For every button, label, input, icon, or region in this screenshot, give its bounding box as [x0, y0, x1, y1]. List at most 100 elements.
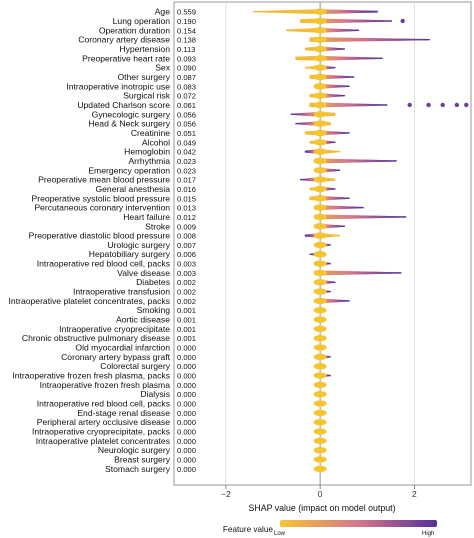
shap-point-cluster [313, 45, 327, 53]
feature-label: Preoperative mean blood pressure [38, 175, 170, 185]
shap-point [260, 10, 264, 13]
shap-point [344, 197, 347, 200]
shap-point [345, 206, 348, 209]
shap-point [344, 271, 348, 275]
shap-point [400, 38, 403, 41]
shap-point [332, 9, 335, 14]
feature-row-points [313, 241, 331, 249]
shap-point [350, 10, 353, 14]
feature-label: Updated Charlson score [77, 100, 170, 110]
shap-point [311, 28, 315, 33]
shap-point [336, 205, 340, 210]
shap-point [328, 262, 331, 265]
shap-point [341, 103, 345, 107]
shap-point [341, 215, 344, 219]
shap-point [340, 48, 344, 50]
shap-point [329, 131, 333, 135]
feature-label: Preoperative diastolic blood pressure [29, 231, 171, 241]
feature-label: Dialysis [140, 389, 170, 399]
shap-point [328, 270, 332, 276]
shap-point [392, 160, 396, 162]
feature-label: Stomach surgery [105, 464, 171, 474]
shap-point [328, 150, 331, 154]
shap-point [367, 103, 370, 107]
shap-point [328, 121, 331, 126]
shap-point [382, 38, 386, 41]
shap-point [357, 103, 361, 107]
feature-row-points [313, 83, 350, 90]
shap-point [328, 214, 332, 220]
shap-point [371, 38, 375, 42]
feature-row-points [290, 111, 336, 118]
shap-point [343, 9, 347, 14]
shap-point [330, 9, 334, 14]
shap-point [340, 85, 344, 88]
shap-point [342, 94, 345, 97]
shap-point [304, 122, 308, 125]
shap-point [334, 47, 338, 51]
shap-point-cluster [313, 27, 327, 34]
shap-point [304, 131, 308, 135]
shap-outlier-point [440, 102, 445, 108]
shap-point [333, 112, 336, 116]
shap-point-cluster [313, 167, 327, 174]
shap-point [301, 112, 305, 116]
shap-point [330, 270, 333, 276]
shap-point [359, 103, 362, 107]
shap-point [337, 234, 341, 237]
shap-point [354, 103, 357, 107]
shap-point [329, 234, 333, 237]
shap-point [298, 56, 301, 61]
shap-point [328, 93, 331, 98]
shap-point [326, 187, 330, 191]
importance-value: 0.056 [177, 120, 196, 129]
shap-point [347, 215, 351, 219]
shap-point [354, 159, 357, 163]
shap-point [329, 75, 333, 79]
feature-row-points [304, 129, 350, 137]
shap-point [300, 28, 303, 32]
shap-point [307, 66, 311, 69]
shap-point [354, 19, 357, 23]
shap-point [363, 159, 367, 163]
shap-point [334, 28, 337, 32]
feature-label: Intraoperative red blood cell, packs [37, 399, 170, 409]
shap-point [303, 122, 306, 125]
shap-point [345, 76, 349, 78]
shap-point [309, 37, 312, 42]
shap-point [342, 225, 345, 227]
shap-point [309, 102, 312, 108]
shap-point [311, 149, 314, 154]
feature-row-points [313, 316, 327, 323]
shap-point [297, 28, 300, 32]
shap-point [303, 28, 307, 32]
shap-point [339, 225, 342, 228]
shap-point [369, 57, 372, 60]
shap-point [356, 10, 359, 14]
shap-point [340, 206, 343, 210]
shap-point [307, 131, 311, 135]
shap-point [311, 47, 314, 51]
shap-point [346, 19, 349, 23]
feature-label: Gynecologic surgery [92, 109, 171, 119]
shap-point [335, 28, 339, 32]
shap-point [295, 29, 298, 32]
shap-point [345, 29, 348, 32]
shap-point [340, 103, 343, 107]
shap-point [394, 160, 397, 162]
feature-row-points [300, 17, 405, 25]
shap-point [339, 94, 342, 97]
shap-point [340, 94, 344, 97]
feature-row-points [313, 409, 327, 417]
shap-point [307, 112, 311, 116]
shap-point [336, 196, 339, 200]
shap-point [336, 234, 339, 237]
shap-point [264, 10, 267, 13]
importance-value: 0.072 [177, 92, 196, 101]
shap-point [342, 48, 345, 50]
feature-row-points [309, 195, 350, 202]
shap-point [354, 271, 357, 275]
shap-point [345, 85, 349, 88]
feature-row-points [285, 27, 360, 34]
shap-point [349, 206, 353, 209]
